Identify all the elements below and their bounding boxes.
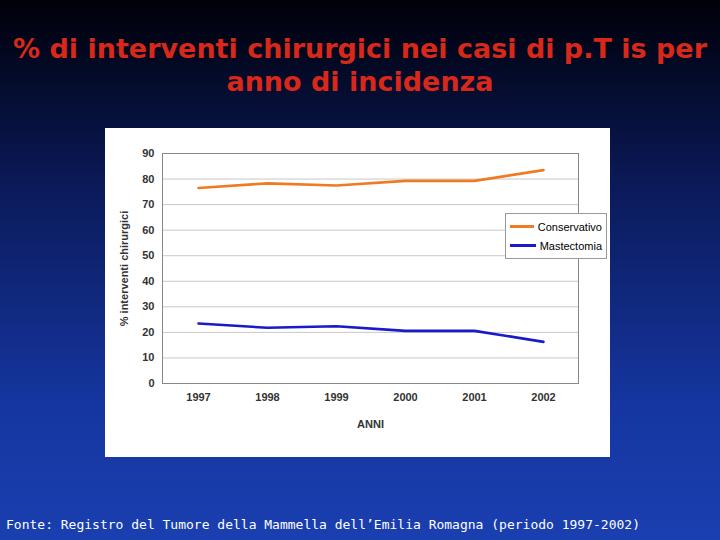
html-text:Conservativo: Conservativo — [537, 220, 602, 233]
svg-text:ANNI: ANNI — [357, 418, 384, 430]
svg-text:1999: 1999 — [324, 391, 348, 403]
svg-text:80: 80 — [142, 173, 154, 185]
html-text:% di interventi chirurgici nei: % di interventi chirurgici nei casi di p… — [13, 33, 707, 97]
svg-text:2002: 2002 — [531, 391, 555, 403]
svg-text:2000: 2000 — [393, 391, 417, 403]
svg-text:30: 30 — [142, 300, 154, 312]
svg-text:10: 10 — [142, 351, 154, 363]
svg-text:40: 40 — [142, 275, 154, 287]
svg-text:2001: 2001 — [462, 391, 486, 403]
svg-text:20: 20 — [142, 326, 154, 338]
svg-text:50: 50 — [142, 249, 154, 261]
svg-text:0: 0 — [148, 377, 154, 389]
svg-text:% interventi chirurgici: % interventi chirurgici — [118, 211, 130, 327]
html-text:Mastectomia: Mastectomia — [539, 239, 602, 252]
html-text:Fonte: Registro del Tumore del: Fonte: Registro del Tumore della Mammell… — [6, 517, 640, 532]
svg-text:1997: 1997 — [186, 391, 210, 403]
svg-text:1998: 1998 — [255, 391, 279, 403]
svg-text:60: 60 — [142, 224, 154, 236]
svg-text:90: 90 — [142, 147, 154, 159]
svg-text:70: 70 — [142, 198, 154, 210]
